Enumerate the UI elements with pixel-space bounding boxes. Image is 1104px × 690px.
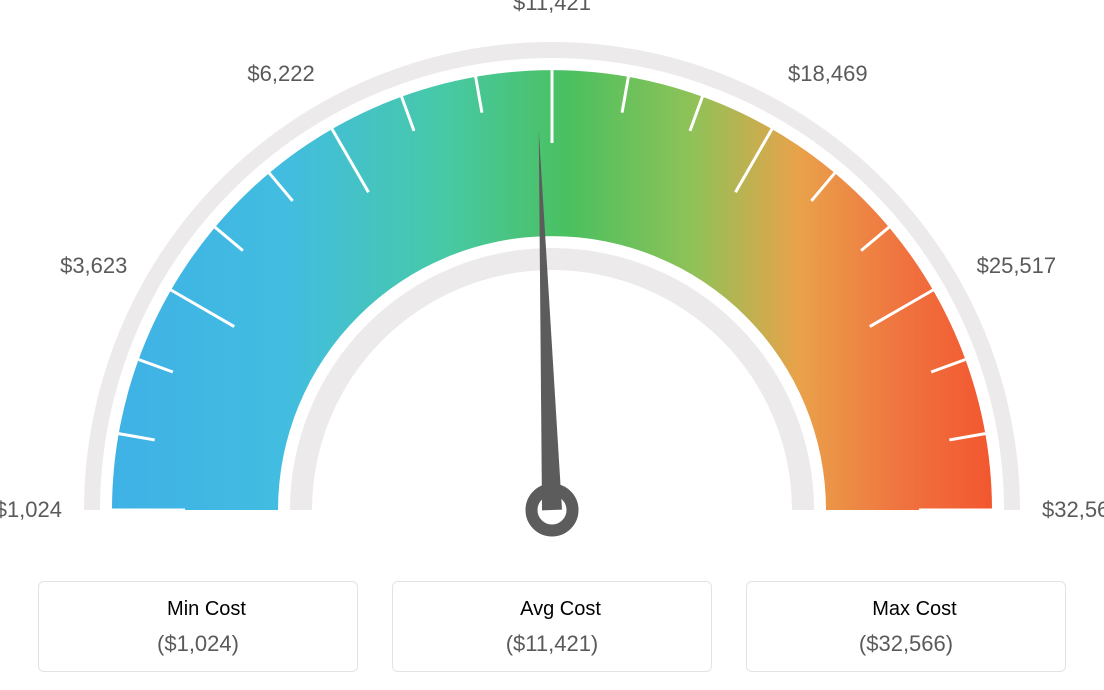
legend-value-max: ($32,566) bbox=[757, 631, 1055, 657]
legend-title-min: Min Cost bbox=[150, 598, 246, 621]
legend-card-avg: Avg Cost ($11,421) bbox=[392, 581, 712, 672]
legend-row: Min Cost ($1,024) Avg Cost ($11,421) Max… bbox=[0, 581, 1104, 672]
legend-title-avg: Avg Cost bbox=[503, 598, 601, 621]
legend-title-text: Min Cost bbox=[167, 598, 246, 621]
legend-value-min: ($1,024) bbox=[49, 631, 347, 657]
gauge-svg bbox=[52, 30, 1052, 570]
dot-icon bbox=[503, 605, 512, 614]
gauge-tick-label: $18,469 bbox=[788, 61, 868, 87]
legend-title-text: Max Cost bbox=[872, 598, 956, 621]
gauge-tick-label: $6,222 bbox=[247, 61, 314, 87]
legend-card-min: Min Cost ($1,024) bbox=[38, 581, 358, 672]
gauge-container: $1,024 $3,623 $6,222 $11,421 $18,469 $25,517 $… bbox=[0, 0, 1104, 560]
legend-title-text: Avg Cost bbox=[520, 598, 601, 621]
gauge-tick-label: $25,517 bbox=[977, 253, 1057, 279]
gauge-tick-label: $11,421 bbox=[513, 0, 591, 16]
gauge-tick-label: $1,024 bbox=[0, 497, 62, 523]
gauge-tick-label: $32,566 bbox=[1042, 497, 1104, 523]
gauge-tick-label: $3,623 bbox=[60, 253, 127, 279]
legend-card-max: Max Cost ($32,566) bbox=[746, 581, 1066, 672]
legend-title-max: Max Cost bbox=[855, 598, 956, 621]
dot-icon bbox=[855, 605, 864, 614]
legend-value-avg: ($11,421) bbox=[403, 631, 701, 657]
dot-icon bbox=[150, 605, 159, 614]
